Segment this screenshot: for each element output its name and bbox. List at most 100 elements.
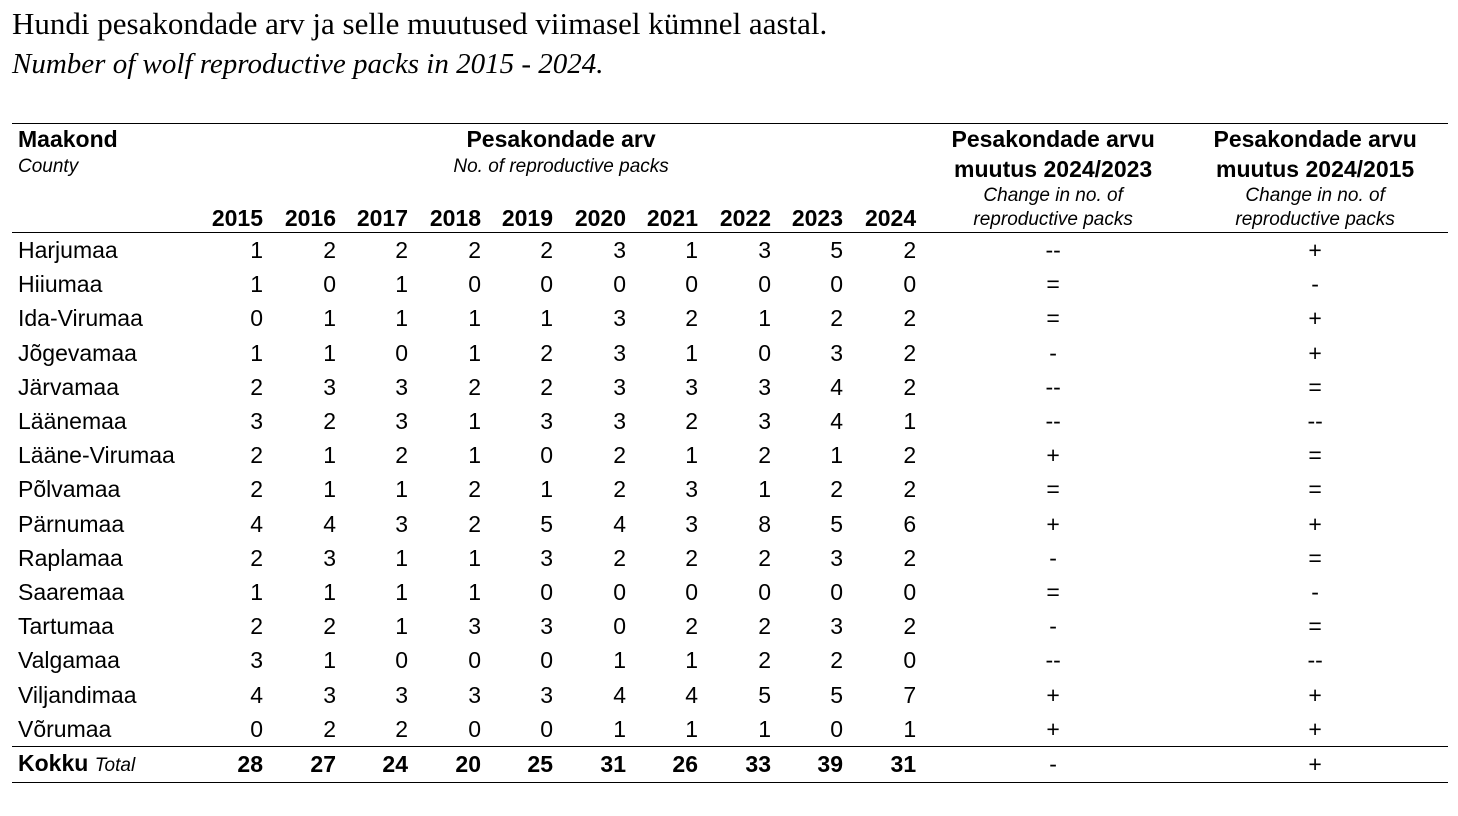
pack-count-2023: 0 (830, 578, 843, 605)
pack-count-2023: 5 (830, 681, 843, 708)
pack-count-2016: 2 (323, 613, 336, 640)
pack-count-2018: 1 (468, 305, 481, 332)
pack-count-2017: 2 (395, 237, 408, 264)
pack-count-2024: 2 (903, 476, 917, 503)
pack-count-2021: 1 (685, 647, 698, 674)
pack-count-2022: 1 (758, 476, 771, 503)
pack-count-2016: 2 (323, 408, 336, 435)
pack-count-2017: 1 (395, 476, 408, 503)
pack-count-2021: 2 (685, 613, 698, 640)
pack-count-2017: 1 (395, 305, 408, 332)
pack-count-2020: 3 (613, 339, 626, 366)
pack-count-2020: 3 (613, 305, 626, 332)
pack-count-2021: 1 (685, 715, 698, 742)
table-row: Raplamaa 2 3 1 1 3 2 2 2 3 2 - = (12, 541, 1448, 575)
pack-count-2017: 1 (395, 271, 408, 298)
pack-count-2016: 1 (323, 442, 336, 469)
change-2024-2023: - (1049, 544, 1057, 571)
pack-count-2024: 2 (903, 442, 917, 469)
pack-count-2024: 2 (903, 339, 917, 366)
pack-count-2019: 2 (540, 339, 553, 366)
pack-count-2017: 3 (395, 373, 408, 400)
change2-header-line1: Pesakondade arvu (1213, 126, 1417, 152)
pack-count-2020: 0 (613, 271, 626, 298)
pack-count-2017: 1 (395, 578, 408, 605)
pack-count-2022: 3 (758, 237, 771, 264)
pack-count-2021: 3 (685, 373, 698, 400)
pack-count-2015: 2 (250, 442, 263, 469)
pack-count-2020: 1 (613, 647, 626, 674)
change-2024-2015: = (1308, 613, 1322, 640)
change-2024-2023: -- (1045, 408, 1061, 435)
county-name: Läänemaa (18, 408, 127, 435)
total-count-2022: 33 (745, 750, 771, 777)
total-count-2016: 27 (310, 750, 336, 777)
pack-count-2015: 3 (250, 647, 263, 674)
pack-count-2018: 0 (468, 647, 481, 674)
change2-header-line2: muutus 2024/2015 (1216, 156, 1415, 182)
pack-count-2021: 2 (685, 305, 698, 332)
change-2024-2023: + (1046, 681, 1060, 708)
header-row: Maakond County Pesakondade arv No. of re… (12, 123, 1449, 233)
pack-count-2015: 1 (250, 271, 263, 298)
pack-count-2018: 1 (468, 578, 481, 605)
pack-count-2020: 3 (613, 237, 626, 264)
year-header-2016: 2016 (271, 200, 344, 233)
pack-count-2016: 0 (323, 271, 336, 298)
year-header-2017: 2017 (344, 200, 416, 233)
year-header-2018: 2018 (416, 200, 489, 233)
pack-count-2023: 2 (830, 305, 843, 332)
change-2024-2015: + (1308, 681, 1322, 708)
pack-count-2015: 2 (250, 373, 263, 400)
packs-header-en: No. of reproductive packs (453, 156, 669, 177)
pack-count-2024: 7 (903, 681, 917, 708)
pack-count-2022: 8 (758, 510, 771, 537)
pack-count-2023: 0 (830, 715, 843, 742)
pack-count-2023: 4 (830, 408, 843, 435)
pack-count-2018: 3 (468, 613, 481, 640)
table-row: Saaremaa 1 1 1 1 0 0 0 0 0 0 = - (12, 575, 1448, 609)
total-count-2019: 25 (527, 750, 553, 777)
table-row: Viljandimaa 4 3 3 3 3 4 4 5 5 7 + + (12, 677, 1448, 711)
pack-count-2020: 4 (613, 510, 626, 537)
pack-count-2015: 1 (250, 237, 263, 264)
total-count-2020: 31 (600, 750, 626, 777)
pack-count-2019: 3 (540, 544, 553, 571)
change-2024-2015: = (1308, 544, 1322, 571)
pack-count-2016: 1 (323, 578, 336, 605)
total-count-2023: 39 (817, 750, 843, 777)
county-name: Raplamaa (18, 544, 123, 571)
pack-count-2023: 5 (830, 237, 843, 264)
pack-count-2015: 2 (250, 613, 263, 640)
pack-count-2022: 2 (758, 544, 771, 571)
change-2024-2023: + (1046, 510, 1060, 537)
county-name: Harjumaa (18, 237, 118, 264)
total-label: Kokku Total (12, 746, 198, 782)
pack-count-2022: 2 (758, 613, 771, 640)
pack-count-2019: 0 (540, 647, 553, 674)
year-header-2023: 2023 (779, 200, 851, 233)
change-2024-2023: - (1049, 339, 1057, 366)
pack-count-2023: 4 (830, 373, 843, 400)
pack-count-2019: 1 (540, 305, 553, 332)
pack-count-2024: 0 (903, 578, 917, 605)
pack-count-2018: 0 (468, 271, 481, 298)
pack-count-2020: 0 (613, 613, 626, 640)
pack-count-2023: 3 (830, 613, 843, 640)
pack-count-2024: 2 (903, 237, 917, 264)
pack-count-2020: 1 (613, 715, 626, 742)
year-header-2024: 2024 (851, 200, 925, 233)
pack-count-2024: 1 (903, 408, 917, 435)
pack-count-2022: 0 (758, 271, 771, 298)
total-row: Kokku Total 28 27 24 20 25 31 26 33 39 31 - + (12, 746, 1449, 783)
table-row: Ida-Virumaa 0 1 1 1 1 3 2 1 2 2 = + (12, 301, 1448, 335)
change-2024-2023: = (1046, 271, 1060, 298)
pack-count-2015: 2 (250, 476, 263, 503)
pack-count-2024: 2 (903, 544, 917, 571)
pack-count-2022: 0 (758, 578, 771, 605)
county-name: Hiiumaa (18, 271, 103, 298)
total-count-2015: 28 (237, 750, 263, 777)
county-header-en: County (18, 156, 79, 177)
change-2024-2015: + (1308, 715, 1322, 742)
